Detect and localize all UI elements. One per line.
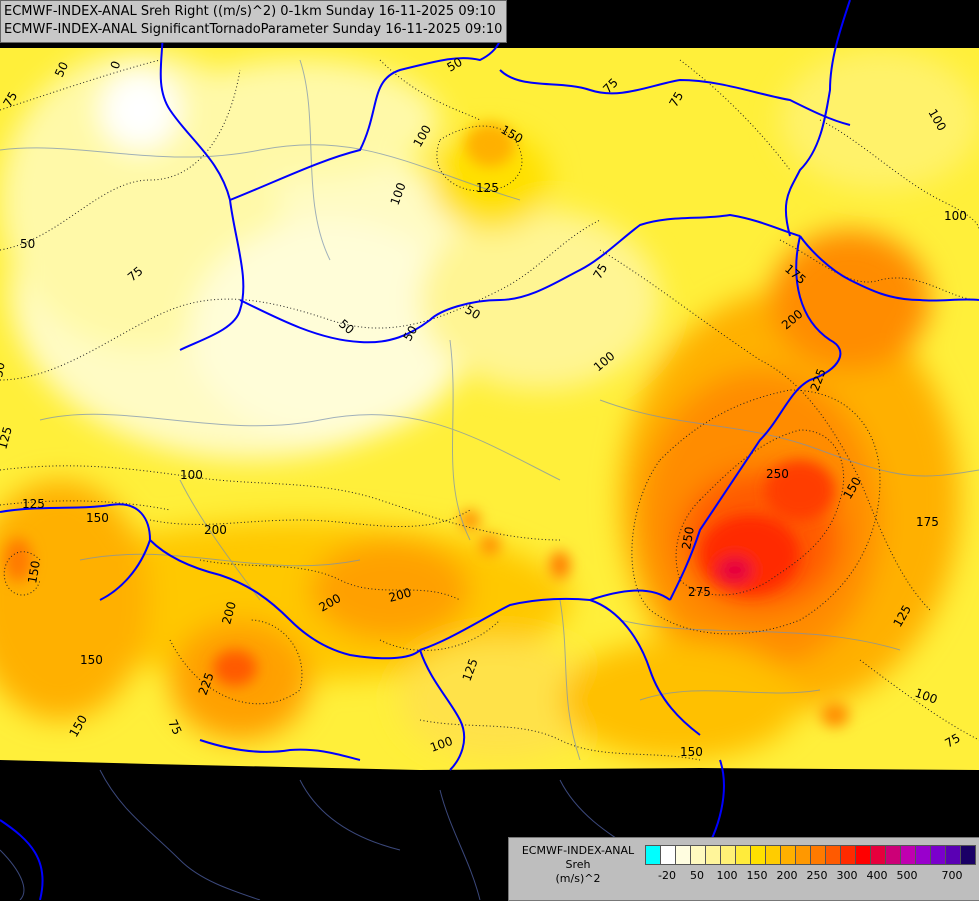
legend-tick-label: -20 (658, 869, 676, 882)
legend-swatch (660, 845, 676, 865)
legend-tick-label: 50 (690, 869, 704, 882)
contour-label: 125 (22, 497, 45, 511)
legend-swatch (645, 845, 661, 865)
contour-label: 50 (445, 55, 465, 75)
contour-label: 75 (590, 261, 610, 281)
contour-label: 50 (52, 60, 71, 80)
contour-label: 150 (680, 745, 703, 759)
header-line-1: ECMWF-INDEX-ANAL Sreh Right ((m/s)^2) 0-… (4, 4, 496, 19)
legend-swatch (765, 845, 781, 865)
legend-swatch (810, 845, 826, 865)
legend-tick-label: 500 (896, 869, 918, 882)
contour-label: 175 (916, 515, 939, 529)
legend-tick-label: 250 (806, 869, 828, 882)
legend-swatch (780, 845, 796, 865)
header-line-2: ECMWF-INDEX-ANAL SignificantTornadoParam… (4, 22, 503, 37)
legend-swatch (705, 845, 721, 865)
contour-label: 275 (688, 585, 711, 599)
contour-label: 50 (400, 323, 420, 343)
legend-swatch (840, 845, 856, 865)
legend-title-line-2: Sreh (565, 858, 591, 871)
contour-label: 0 (108, 59, 124, 71)
sreh-field (0, 48, 979, 770)
contour-label: 75 (666, 89, 686, 109)
contour-label: 200 (219, 600, 238, 626)
legend-tick-label: 700 (941, 869, 963, 882)
legend-swatch (855, 845, 871, 865)
legend-tick-label: 150 (746, 869, 768, 882)
contour-label: 50 (463, 302, 483, 322)
legend-swatch (930, 845, 946, 865)
legend-swatch (915, 845, 931, 865)
contour-label: 200 (204, 523, 227, 537)
legend-swatch (870, 845, 886, 865)
contour-label: 75 (943, 731, 963, 751)
legend-title-line-3: (m/s)^2 (555, 872, 601, 885)
legend-swatch (885, 845, 901, 865)
contour-label: 200 (387, 585, 413, 604)
legend-tick-label: 100 (716, 869, 738, 882)
legend-tick-label: 200 (776, 869, 798, 882)
legend-swatch (675, 845, 691, 865)
contour-label: 125 (476, 181, 499, 195)
contour-label: 250 (679, 526, 697, 551)
contour-label: 100 (944, 209, 967, 223)
contour-label: 75 (0, 89, 20, 109)
contour-label: 50 (0, 361, 8, 378)
map-header: ECMWF-INDEX-ANAL Sreh Right ((m/s)^2) 0-… (0, 0, 508, 43)
contour-label: 50 (20, 237, 35, 251)
contour-label: 250 (766, 467, 789, 481)
color-legend: ECMWF-INDEX-ANAL Sreh (m/s)^2 -20 50 100 15… (508, 837, 979, 901)
contour-label: 75 (165, 717, 184, 737)
contour-lines (0, 59, 979, 761)
legend-swatch (795, 845, 811, 865)
contour-label: 150 (86, 511, 109, 525)
contour-label: 100 (180, 468, 203, 482)
legend-tick-label: 300 (836, 869, 858, 882)
legend-title-line-1: ECMWF-INDEX-ANAL (521, 844, 635, 857)
contour-label: 150 (25, 560, 43, 585)
legend-swatch (735, 845, 751, 865)
legend-swatch (960, 845, 976, 865)
legend-swatch (750, 845, 766, 865)
legend-title: ECMWF-INDEX-ANAL Sreh (m/s)^2 (511, 844, 645, 886)
legend-swatch (690, 845, 706, 865)
legend-tick-label: 400 (866, 869, 888, 882)
legend-swatch (945, 845, 961, 865)
legend-swatch (825, 845, 841, 865)
legend-swatch (720, 845, 736, 865)
contour-label: 150 (80, 653, 103, 667)
legend-swatch (900, 845, 916, 865)
